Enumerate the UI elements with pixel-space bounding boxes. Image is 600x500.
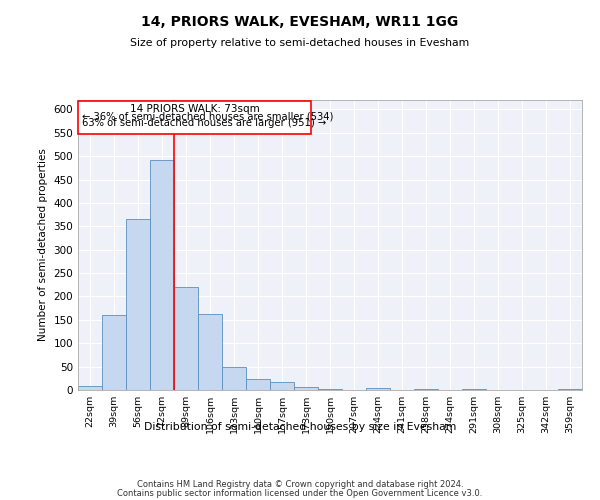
Bar: [558, 388, 582, 390]
Bar: [102, 315, 126, 390]
Bar: [414, 388, 438, 390]
Bar: [174, 287, 198, 390]
Bar: [150, 160, 174, 390]
Bar: [246, 379, 270, 390]
Text: Contains HM Land Registry data © Crown copyright and database right 2024.: Contains HM Land Registry data © Crown c…: [137, 480, 463, 489]
Text: Distribution of semi-detached houses by size in Evesham: Distribution of semi-detached houses by …: [144, 422, 456, 432]
Bar: [366, 388, 390, 390]
Text: Size of property relative to semi-detached houses in Evesham: Size of property relative to semi-detach…: [130, 38, 470, 48]
Bar: [198, 314, 222, 390]
Text: 63% of semi-detached houses are larger (951) →: 63% of semi-detached houses are larger (…: [82, 118, 326, 128]
Text: 14, PRIORS WALK, EVESHAM, WR11 1GG: 14, PRIORS WALK, EVESHAM, WR11 1GG: [142, 15, 458, 29]
Bar: [462, 388, 486, 390]
Bar: [318, 388, 342, 390]
Bar: [126, 220, 150, 390]
Bar: [294, 386, 318, 390]
Text: Contains public sector information licensed under the Open Government Licence v3: Contains public sector information licen…: [118, 489, 482, 498]
Bar: [270, 382, 294, 390]
Text: 14 PRIORS WALK: 73sqm: 14 PRIORS WALK: 73sqm: [130, 104, 259, 114]
Text: ← 36% of semi-detached houses are smaller (534): ← 36% of semi-detached houses are smalle…: [82, 111, 333, 121]
Bar: [222, 367, 246, 390]
FancyBboxPatch shape: [78, 101, 311, 134]
Bar: [78, 386, 102, 390]
Y-axis label: Number of semi-detached properties: Number of semi-detached properties: [38, 148, 48, 342]
